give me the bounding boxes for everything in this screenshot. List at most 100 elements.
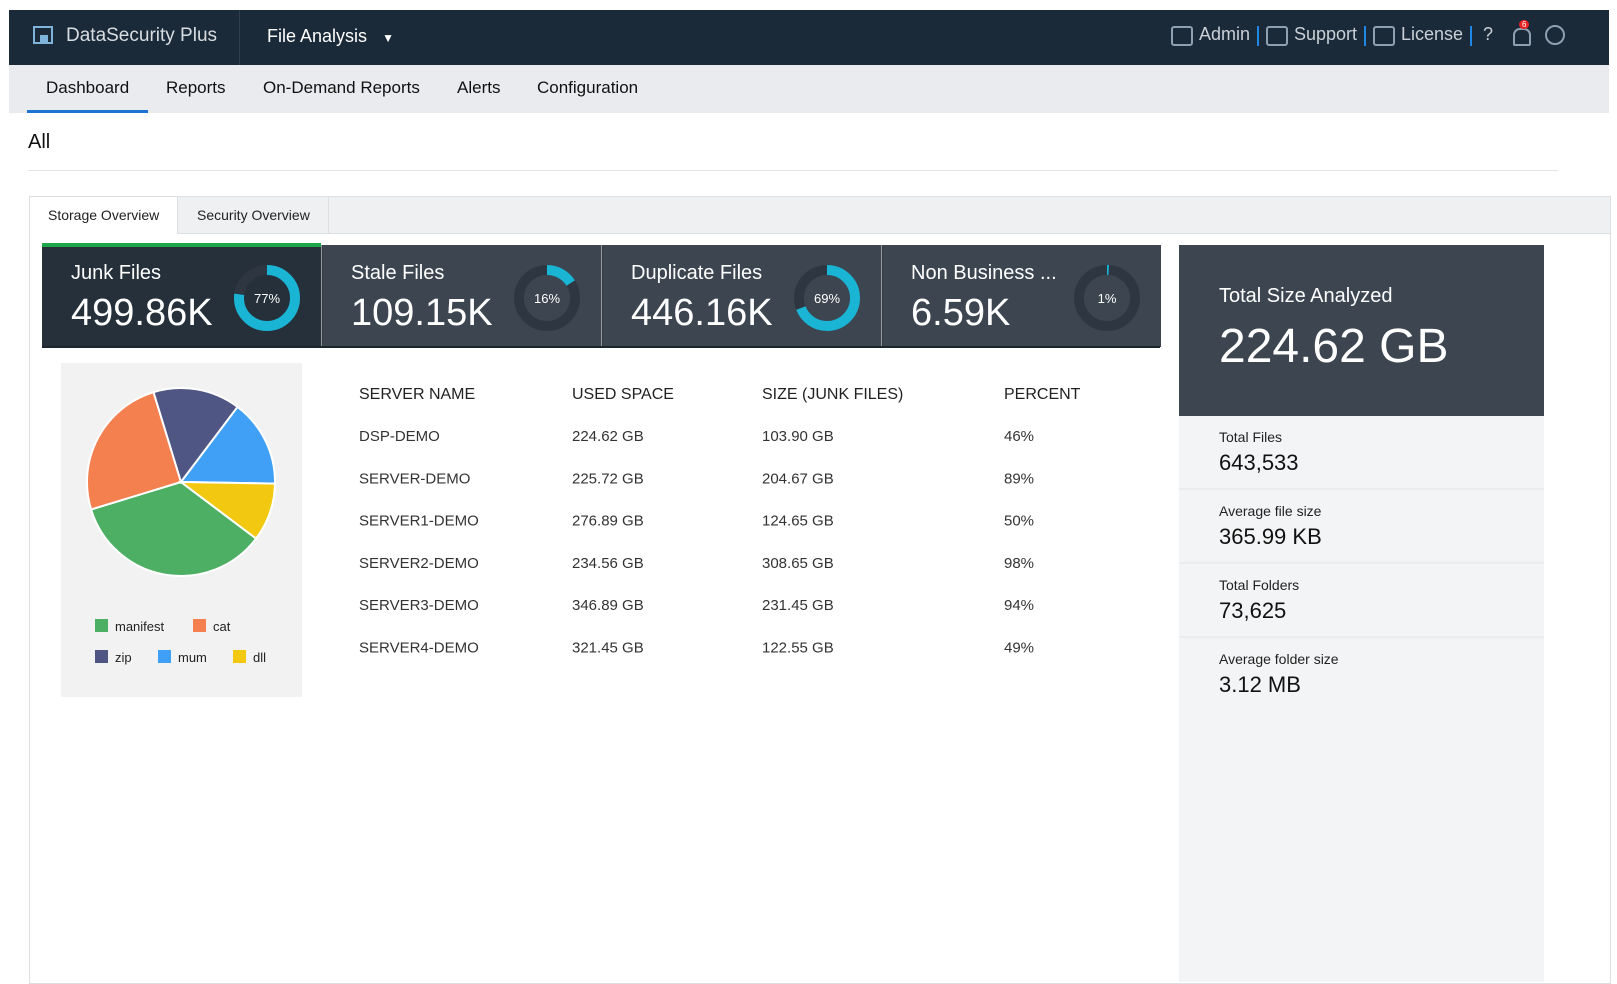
donut-label: 77%	[254, 291, 280, 306]
nav-tab[interactable]: Configuration	[537, 78, 639, 97]
stat-value: 365.99 KB	[1219, 524, 1322, 549]
stat-label: Average file size	[1219, 503, 1322, 519]
donut-label: 69%	[814, 291, 840, 306]
stat-label: Total Folders	[1219, 577, 1299, 593]
profile-icon[interactable]	[1545, 25, 1565, 45]
stat-label: Average folder size	[1219, 651, 1339, 667]
card-title: Duplicate Files	[631, 262, 762, 284]
table-cell: 122.55 GB	[762, 640, 834, 657]
table-header: SERVER NAME	[359, 386, 475, 403]
module-selector[interactable]: File Analysis ▼	[267, 26, 394, 47]
summary-value: 224.62 GB	[1219, 320, 1449, 373]
table-cell: SERVER4-DEMO	[359, 640, 479, 657]
table-cell: 204.67 GB	[762, 470, 834, 487]
separator	[28, 170, 1558, 171]
summary-header	[1179, 245, 1544, 416]
link-divider	[1257, 26, 1259, 46]
header-link[interactable]: License	[1401, 24, 1464, 44]
legend-swatch	[158, 650, 171, 663]
table-cell: 49%	[1004, 640, 1034, 657]
nav-tab[interactable]: Dashboard	[46, 78, 130, 97]
table-cell: SERVER2-DEMO	[359, 555, 479, 572]
table-cell: 94%	[1004, 597, 1034, 614]
link-icon	[1266, 26, 1288, 46]
table-cell: 231.45 GB	[762, 597, 834, 614]
legend-label: mum	[178, 650, 207, 665]
link-divider	[1364, 26, 1366, 46]
table-cell: 89%	[1004, 470, 1034, 487]
caret: ▼	[382, 31, 394, 45]
card-value: 6.59K	[911, 292, 1010, 334]
card-value: 499.86K	[71, 292, 213, 334]
table-cell: 98%	[1004, 555, 1034, 572]
logo-icon	[33, 26, 53, 44]
table-cell: 234.56 GB	[572, 555, 644, 572]
link-icon	[1171, 26, 1193, 46]
scope: All	[28, 131, 51, 153]
table-cell: 346.89 GB	[572, 597, 644, 614]
nav-tab[interactable]: Alerts	[457, 78, 501, 97]
donut-arc	[1074, 265, 1140, 331]
table-cell: DSP-DEMO	[359, 428, 440, 445]
pie-slice	[89, 480, 258, 577]
donut-label: 1%	[1098, 291, 1117, 306]
donut-label: 16%	[534, 291, 560, 306]
legend-label: zip	[115, 650, 132, 665]
stat-value: 643,533	[1219, 450, 1299, 475]
pie-slice	[179, 405, 276, 485]
help-link[interactable]: ?	[1483, 24, 1494, 44]
table-cell: 308.65 GB	[762, 555, 834, 572]
nav-tab[interactable]: On-Demand Reports	[263, 78, 420, 97]
pie-slice	[177, 480, 277, 540]
table-cell: 224.62 GB	[572, 428, 644, 445]
summary-title: Total Size Analyzed	[1219, 285, 1392, 307]
table-cell: 276.89 GB	[572, 513, 644, 530]
notification-bell[interactable]	[1513, 28, 1531, 46]
table-cell: SERVER1-DEMO	[359, 513, 479, 530]
link-divider	[1470, 26, 1472, 46]
pie-slice	[86, 390, 183, 511]
card-value: 109.15K	[351, 292, 493, 334]
legend-label: cat	[213, 619, 231, 634]
legend-label: manifest	[115, 619, 165, 634]
product-name: DataSecurity Plus	[66, 25, 218, 46]
card-title: Non Business ...	[911, 262, 1057, 284]
nav-bar: Dashboard Reports On-Demand Reports Alerts C…	[9, 65, 1609, 113]
active-indicator	[27, 110, 148, 113]
donut-arc	[514, 265, 580, 331]
legend-swatch	[233, 650, 246, 663]
table-header: USED SPACE	[572, 386, 674, 403]
stat-value: 3.12 MB	[1219, 672, 1301, 697]
tab-strip: Storage Overview Security Overview	[30, 197, 1610, 234]
table-cell: 50%	[1004, 513, 1034, 530]
card-active-bar	[42, 243, 321, 247]
table-cell: 46%	[1004, 428, 1034, 445]
top-bar: DataSecurity Plus File Analysis ▼ Admin S…	[9, 10, 1609, 65]
tab[interactable]: Storage Overview	[30, 197, 179, 234]
legend-swatch	[95, 619, 108, 632]
notification-badge: 6	[1519, 20, 1530, 29]
donut-arc	[794, 265, 860, 331]
legend-label: dll	[253, 650, 266, 665]
legend-swatch	[95, 650, 108, 663]
table-cell: SERVER-DEMO	[359, 470, 470, 487]
card-strip-shadow	[42, 346, 1160, 348]
header-link[interactable]: Support	[1294, 24, 1358, 44]
table-header: SIZE (JUNK FILES)	[762, 386, 903, 403]
stat-label: Total Files	[1219, 429, 1282, 445]
legend-swatch	[193, 619, 206, 632]
header-link[interactable]: Admin	[1199, 24, 1251, 44]
link-icon	[1373, 26, 1395, 46]
table-header: PERCENT	[1004, 386, 1081, 403]
card-title: Junk Files	[71, 262, 161, 284]
pie-slice	[152, 387, 239, 485]
tab[interactable]: Security Overview	[179, 197, 329, 233]
table-cell: 321.45 GB	[572, 640, 644, 657]
table-cell: 124.65 GB	[762, 513, 834, 530]
divider	[239, 10, 240, 65]
card-value: 446.16K	[631, 292, 773, 334]
nav-tab[interactable]: Reports	[166, 78, 226, 97]
module-name: File Analysis	[267, 26, 368, 46]
